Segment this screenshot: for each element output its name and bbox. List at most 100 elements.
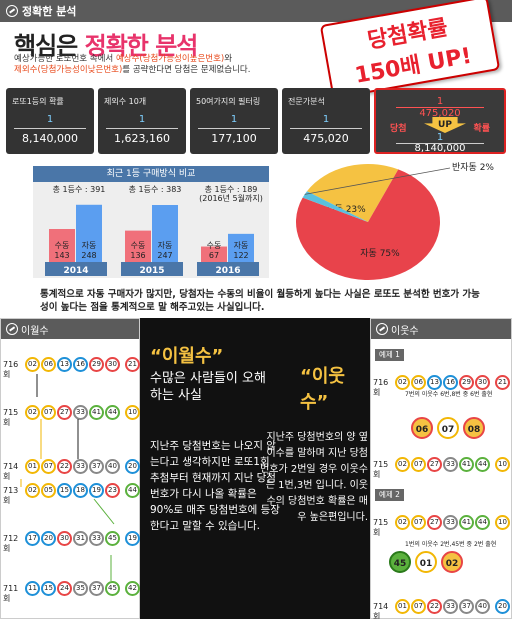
- bonus-ball: 10: [495, 457, 510, 472]
- bar: [201, 246, 227, 262]
- stat-card: 전문가분석 1 475,020: [282, 88, 370, 154]
- fraction-line: [396, 143, 484, 144]
- draw-row: 715회 02 07 27 33 41 44 10: [373, 457, 510, 479]
- lotto-ball: 07: [411, 457, 426, 472]
- lotto-ball: 37: [89, 581, 104, 596]
- neighbor-panel: 이웃수 예제 1 716회 02 06 13 16 29 30 21 715회 02 07 27 33 4…: [370, 318, 512, 619]
- lotto-ball: 11: [25, 581, 40, 596]
- lotto-ball: 37: [89, 459, 104, 474]
- lotto-ball: 19: [89, 483, 104, 498]
- pie-chart: 수동 23% 자동 75% 반자동 2%: [280, 160, 508, 280]
- explain-panel: “이월수” 수많은 사람들이 오해하는 사실 지난주 당첨번호는 나오지 않는다…: [140, 318, 370, 619]
- fraction-line: [106, 128, 178, 129]
- example-note: 1번의 이웃수 2번,45번 중 2번 출현: [405, 541, 497, 548]
- bar: [152, 205, 178, 262]
- bonus-ball: 21: [125, 357, 140, 372]
- year-label: 2015: [139, 266, 164, 276]
- connector-line: [93, 498, 115, 525]
- bar-value: 143: [54, 251, 69, 260]
- fraction-line: [290, 128, 362, 129]
- lotto-ball: 22: [57, 459, 72, 474]
- draw-row: 712회 17 20 30 31 33 45 19: [3, 531, 140, 553]
- total-label: 총 1등수 : 391: [53, 185, 106, 194]
- stat-den: 8,140,000: [22, 132, 78, 145]
- bar-value: 67: [209, 251, 219, 260]
- pie-callout: 반자동 2%: [452, 162, 494, 173]
- panel-header: 이웃수: [371, 319, 511, 339]
- bonus-ball: 21: [495, 375, 510, 390]
- highlight-ball: 45: [389, 551, 411, 573]
- lotto-ball: 27: [427, 457, 442, 472]
- draw-number: 715회: [373, 460, 389, 479]
- lotto-ball: 02: [25, 483, 40, 498]
- bonus-ball: 10: [495, 515, 510, 530]
- lotto-ball: 02: [395, 375, 410, 390]
- example-note: 7번의 이웃수 6번,8번 중 6번 출현: [405, 391, 493, 398]
- lotto-ball: 23: [105, 483, 120, 498]
- lotto-ball: 22: [427, 599, 442, 614]
- headline-black: 핵심은: [14, 32, 85, 60]
- series-label: 수동: [207, 241, 222, 250]
- bonus-ball: 19: [125, 531, 140, 546]
- lotto-ball: 33: [443, 599, 458, 614]
- final-label-left: 당첨: [390, 124, 407, 134]
- lotto-ball: 44: [475, 457, 490, 472]
- lotto-ball: 02: [25, 357, 40, 372]
- stat-den: 1,623,160: [114, 132, 170, 145]
- lotto-ball: 01: [25, 459, 40, 474]
- draw-number: 714회: [3, 462, 19, 481]
- lotto-ball: 27: [427, 515, 442, 530]
- lotto-ball: 41: [459, 515, 474, 530]
- series-label: 수동: [55, 241, 70, 250]
- lotto-ball: 27: [57, 405, 72, 420]
- panel-title: 이웃수: [391, 326, 419, 337]
- carryover-description: 지난주 당첨번호는 나오지 않는다고 생각하지만 로또1회 추첨부터 현재까지 …: [150, 440, 280, 532]
- lotto-ball: 40: [475, 599, 490, 614]
- lotto-ball: 29: [89, 357, 104, 372]
- draw-number: 716회: [373, 378, 389, 397]
- stat-num: 1: [230, 114, 238, 125]
- year-band: [121, 262, 183, 276]
- carryover-heading: “이월수”: [150, 346, 224, 367]
- highlight-ball: 07: [437, 417, 459, 439]
- lotto-ball: 35: [73, 581, 88, 596]
- year-band: [45, 262, 107, 276]
- subtext-l1a: 예상가능한 로또번호 속에서: [14, 54, 116, 64]
- highlight-ball: 02: [441, 551, 463, 573]
- neighbor-description: 지난주 당첨번호의 양 옆이수를 말하며 지난 당첨번호가 2번일 경우 이웃수…: [260, 432, 368, 523]
- pie-chart-svg: 수동 23% 자동 75% 반자동 2%: [296, 162, 494, 280]
- series-label: 수동: [131, 241, 146, 250]
- carryover-panel: 이월수 716회 02 06 13 16 29 30 21 715회 02 07 27 33 41 44 10…: [0, 318, 140, 619]
- draw-number: 711회: [3, 584, 19, 603]
- highlight-ball: 06: [411, 417, 433, 439]
- draw-number: 715회: [3, 408, 19, 427]
- draw-row: 713회 02 05 15 18 19 23 44: [3, 483, 140, 505]
- draw-row: 716회 02 06 13 16 29 30 21: [3, 357, 140, 379]
- stat-label: 50여가지의 필터링: [196, 97, 261, 106]
- draw-number: 712회: [3, 534, 19, 553]
- carryover-subheading: 수많은 사람들이 오해하는 사실: [150, 371, 266, 403]
- subtext-l1c: 와: [224, 54, 233, 64]
- draw-number: 714회: [373, 602, 389, 619]
- stats-row: 로또1등의 확률 1 8,140,000 제외수 10개 1 1,623,160…: [6, 88, 506, 160]
- lotto-ball: 37: [459, 599, 474, 614]
- final-label-right: 확률: [473, 124, 490, 134]
- subtext: 예상가능한 로또번호 속에서 예상수(당첨가능성이높은번호)와 제외수(당첨가능…: [14, 54, 314, 76]
- stat-label: 로또1등의 확률: [12, 97, 64, 106]
- bonus-ball: 10: [125, 405, 140, 420]
- series-label: 자동: [82, 241, 97, 250]
- final-num1: 1: [436, 96, 444, 107]
- draw-number: 713회: [3, 486, 19, 505]
- year-label: 2016: [215, 266, 240, 276]
- lotto-ball: 44: [475, 515, 490, 530]
- lotto-ball: 07: [411, 515, 426, 530]
- lotto-ball: 30: [105, 357, 120, 372]
- pie-slice: [306, 164, 399, 222]
- lotto-ball: 41: [89, 405, 104, 420]
- headline: 핵심은 정확한 분석: [14, 26, 198, 61]
- lotto-ball: 16: [443, 375, 458, 390]
- lotto-ball: 07: [411, 599, 426, 614]
- circle-arrow-icon: [6, 323, 18, 335]
- series-label: 자동: [158, 241, 173, 250]
- total-label: (2016년 5월까지): [199, 193, 263, 203]
